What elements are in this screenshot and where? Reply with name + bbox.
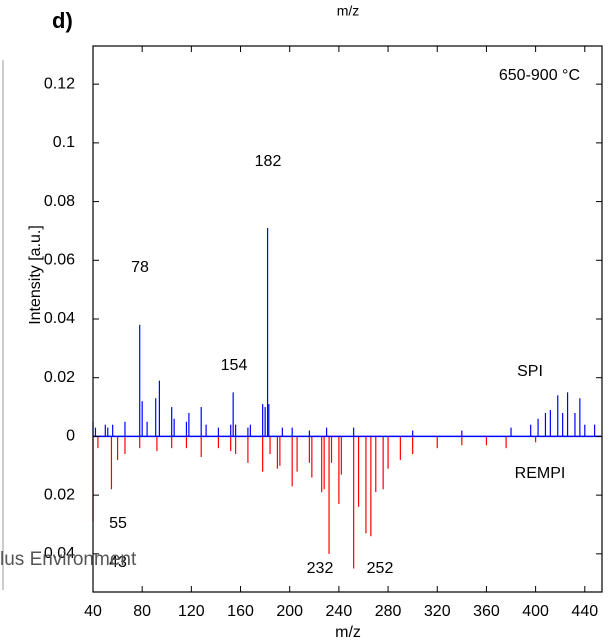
y-tick-label: 0.04 <box>44 545 75 562</box>
peak-label: 43 <box>109 554 127 571</box>
x-tick-label: 40 <box>84 603 102 620</box>
x-axis-label: m/z <box>335 624 361 641</box>
top-label: m/z <box>337 3 360 19</box>
peak-label: 232 <box>307 560 334 577</box>
y-tick-label: 0.08 <box>44 193 75 210</box>
y-tick-label: 0.1 <box>53 134 75 151</box>
y-tick-label: 0.02 <box>44 369 75 386</box>
peak-label: 154 <box>221 357 248 374</box>
x-tick-label: 120 <box>178 603 205 620</box>
panel-label: d) <box>52 8 73 33</box>
x-tick-label: 400 <box>522 603 549 620</box>
y-tick-label: 0 <box>66 428 75 445</box>
series-label: SPI <box>517 363 543 380</box>
y-tick-label: 0.02 <box>44 486 75 503</box>
watermark: lus Environment <box>0 549 137 570</box>
y-tick-label: 0.04 <box>44 310 75 327</box>
peak-label: 182 <box>255 153 282 170</box>
peak-label: 252 <box>367 560 394 577</box>
series-label: REMPI <box>515 465 566 482</box>
peak-label: 78 <box>131 259 149 276</box>
y-tick-label: 0.06 <box>44 252 75 269</box>
x-tick-label: 80 <box>133 603 151 620</box>
x-tick-label: 200 <box>276 603 303 620</box>
x-tick-label: 280 <box>375 603 402 620</box>
y-tick-label: 0.12 <box>44 75 75 92</box>
plot-frame <box>92 45 603 593</box>
condition-label: 650-900 °C <box>499 67 580 84</box>
x-tick-label: 360 <box>473 603 500 620</box>
y-axis-label: Intensity [a.u.] <box>27 225 44 325</box>
x-tick-label: 160 <box>227 603 254 620</box>
x-tick-label: 320 <box>424 603 451 620</box>
peak-label: 55 <box>109 515 127 532</box>
x-tick-label: 440 <box>571 603 598 620</box>
x-tick-label: 240 <box>326 603 353 620</box>
